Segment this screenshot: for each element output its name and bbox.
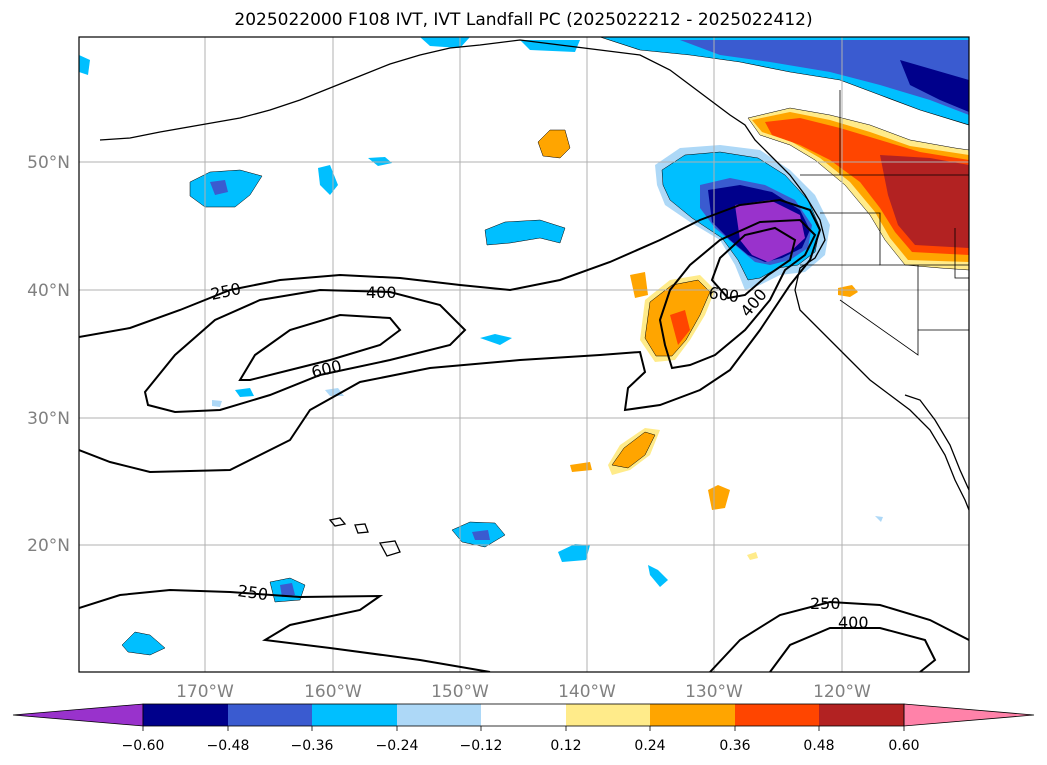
contour-400-east: [658, 218, 817, 370]
map-title: 2025022000 F108 IVT, IVT Landfall PC (20…: [234, 10, 813, 30]
contour-label: 600: [707, 283, 740, 306]
longitude-labels: 170°W 160°W 150°W 140°W 130°W 120°W: [176, 682, 871, 702]
colorbar-tick-label: −0.24: [376, 738, 419, 754]
colorbar-bin: [481, 704, 566, 726]
lat-label: 50°N: [27, 153, 70, 173]
colorbar: −0.60 −0.48 −0.36 −0.24 −0.12 0.12 0.24 …: [12, 703, 1035, 754]
colorbar-outline: [142, 703, 905, 727]
state-borders: [800, 90, 969, 356]
colorbar-tick-label: 0.36: [719, 738, 750, 754]
contour-250-south: [79, 588, 491, 672]
contour-label: 250: [810, 594, 841, 613]
colorbar-bin: [566, 704, 650, 726]
colorbar-tick-label: −0.36: [291, 738, 334, 754]
contour-400: [143, 288, 467, 414]
latitude-labels: 50°N 40°N 30°N 20°N: [27, 153, 70, 556]
contour-600: [238, 313, 402, 381]
lon-label: 160°W: [304, 682, 362, 702]
coastlines: [99, 39, 969, 557]
contour-label: 250: [236, 581, 269, 604]
lat-label: 20°N: [27, 536, 70, 556]
contour-label: 400: [366, 283, 397, 302]
colorbar-bin: [735, 704, 819, 726]
lat-label: 30°N: [27, 409, 70, 429]
colorbar-bin: [819, 704, 904, 726]
gridlines: [79, 37, 969, 672]
colorbar-bin: [397, 704, 481, 726]
lat-label: 40°N: [27, 281, 70, 301]
colorbar-bin: [143, 704, 228, 726]
colorbar-tick-label: 0.48: [803, 738, 834, 754]
contour-label: 400: [838, 613, 869, 632]
colorbar-tick-label: −0.60: [122, 738, 165, 754]
ivt-contours: [79, 198, 969, 672]
map-panel: 250 400 600 600 400 250 250 400: [79, 37, 969, 672]
contour-600-east: [710, 226, 797, 300]
colorbar-tick-label: −0.48: [207, 738, 250, 754]
colorbar-extend-low: [12, 703, 144, 727]
colorbar-tick-label: 0.24: [634, 738, 665, 754]
colorbar-bin: [228, 704, 312, 726]
lon-label: 140°W: [558, 682, 616, 702]
map-frame: [78, 36, 970, 673]
contour-250: [79, 198, 822, 474]
colorbar-tick-label: 0.12: [550, 738, 581, 754]
contour-250-se: [709, 600, 969, 672]
colorbar-bin: [312, 704, 397, 726]
negative-region-north-core: [680, 40, 969, 115]
colorbar-tick-label: 0.60: [888, 738, 919, 754]
contour-400-se: [769, 627, 937, 672]
negative-region-north-peak: [900, 60, 969, 112]
lon-label: 170°W: [176, 682, 234, 702]
lon-label: 150°W: [431, 682, 489, 702]
colorbar-extend-high: [903, 703, 1035, 727]
colorbar-bin: [650, 704, 735, 726]
lon-label: 130°W: [685, 682, 743, 702]
colorbar-tick-label: −0.12: [460, 738, 503, 754]
lon-label: 120°W: [813, 682, 871, 702]
